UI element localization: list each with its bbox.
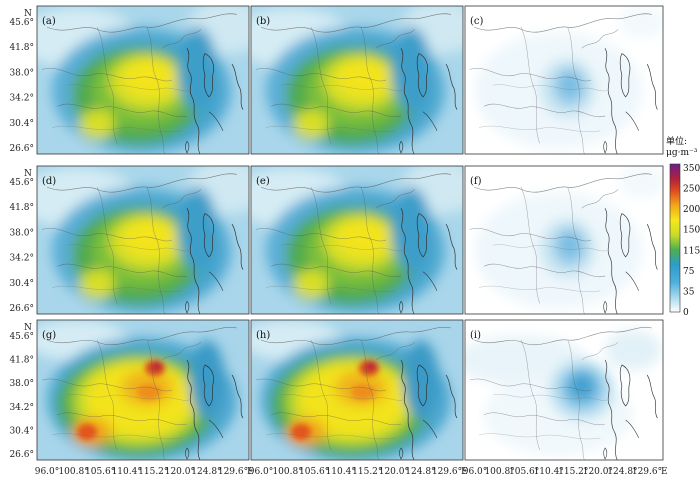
latitude-tick-label: 34.2° bbox=[9, 403, 34, 413]
longitude-tick-label: 96.0° bbox=[249, 467, 274, 477]
latitude-tick-label: 45.6° bbox=[9, 18, 34, 28]
longitude-tick-label: 110.4° bbox=[326, 467, 356, 477]
latitude-tick-label: 30.4° bbox=[9, 279, 34, 289]
longitude-tick-label: 124.8° bbox=[405, 467, 435, 477]
east-label: E bbox=[247, 467, 254, 477]
longitude-tick-label: 129.6° bbox=[218, 467, 248, 477]
panel-label: (b) bbox=[256, 16, 270, 27]
latitude-tick-label: 41.8° bbox=[9, 43, 34, 53]
panel-label: (g) bbox=[42, 330, 56, 341]
longitude-tick-label: 124.8° bbox=[607, 467, 637, 477]
colorbar-tick-label: 115 bbox=[683, 246, 700, 256]
longitude-tick-label: 110.4° bbox=[112, 467, 142, 477]
latitude-tick-label: 45.6° bbox=[9, 178, 34, 188]
longitude-tick-label: 120.0° bbox=[165, 467, 195, 477]
panel-g bbox=[36, 319, 250, 461]
latitude-tick-label: 30.4° bbox=[9, 426, 34, 436]
latitude-tick-label: 26.6° bbox=[9, 450, 34, 460]
latitude-labels: 45.6° 41.8° 38.0° 34.2° 30.4° 26.6° 45.6° 41.8°… bbox=[9, 18, 34, 460]
north-label-row3: N bbox=[24, 323, 32, 333]
colorbar-ramp bbox=[669, 163, 681, 313]
colorbar-tick-label: 75 bbox=[683, 267, 695, 277]
longitude-tick-label: 96.0° bbox=[35, 467, 60, 477]
panel-label: (a) bbox=[42, 16, 56, 27]
colorbar-tick-label: 250 bbox=[683, 185, 700, 195]
panel-b bbox=[250, 5, 464, 155]
panel-a bbox=[36, 5, 250, 155]
longitude-tick-label: 115.2° bbox=[138, 467, 168, 477]
east-label: E bbox=[661, 467, 668, 477]
colorbar-title: 单位: bbox=[666, 135, 687, 147]
colorbar-tick-label: 200 bbox=[683, 205, 700, 215]
colorbar-tick-label: 350 bbox=[683, 164, 700, 174]
latitude-tick-label: 34.2° bbox=[9, 94, 34, 104]
panel-label: (h) bbox=[256, 330, 270, 341]
north-label-row1: N bbox=[24, 9, 32, 19]
longitude-tick-label: 120.0° bbox=[583, 467, 613, 477]
longitude-tick-label: 100.8° bbox=[484, 467, 514, 477]
panel-e bbox=[250, 165, 464, 315]
longitude-labels: 96.0° 100.8°105.6°110.4°115.2°120.0°124.8… bbox=[35, 467, 668, 477]
panel-labels: (a) (b) (c) (d) (e) (f) (g) (h) (i) bbox=[42, 16, 484, 341]
colorbar-unit: μg·m⁻³ bbox=[666, 148, 698, 158]
latitude-tick-label: 34.2° bbox=[9, 254, 34, 264]
panel-f bbox=[464, 165, 664, 315]
panel-c bbox=[464, 5, 664, 155]
longitude-tick-label: 105.6° bbox=[85, 467, 115, 477]
longitude-tick-label: 124.8° bbox=[191, 467, 221, 477]
longitude-tick-label: 120.0° bbox=[379, 467, 409, 477]
latitude-tick-label: 41.8° bbox=[9, 356, 34, 366]
panel-label: (i) bbox=[470, 330, 481, 341]
north-label-row2: N bbox=[24, 169, 32, 179]
colorbar-tick-label: 0 bbox=[683, 308, 689, 318]
longitude-tick-label: 115.2° bbox=[558, 467, 588, 477]
longitude-tick-label: 129.6° bbox=[432, 467, 462, 477]
latitude-tick-label: 38.0° bbox=[9, 379, 34, 389]
panel-d bbox=[36, 165, 250, 315]
longitude-tick-label: 110.4° bbox=[534, 467, 564, 477]
colorbar-tick-label: 150 bbox=[683, 226, 700, 236]
longitude-tick-label: 115.2° bbox=[352, 467, 382, 477]
latitude-tick-label: 38.0° bbox=[9, 68, 34, 78]
longitude-tick-label: 105.6° bbox=[509, 467, 539, 477]
latitude-tick-label: 45.6° bbox=[9, 332, 34, 342]
panel-i bbox=[464, 319, 664, 461]
longitude-tick-label: 96.0° bbox=[463, 467, 488, 477]
longitude-tick-label: 129.6° bbox=[632, 467, 662, 477]
panel-label: (e) bbox=[256, 176, 270, 187]
panel-label: (c) bbox=[470, 16, 484, 27]
longitude-tick-label: 100.8° bbox=[272, 467, 302, 477]
latitude-tick-label: 26.6° bbox=[9, 304, 34, 314]
colorbar-tick-label: 35 bbox=[683, 287, 695, 297]
panel-label: (d) bbox=[42, 176, 56, 187]
latitude-tick-label: 30.4° bbox=[9, 119, 34, 129]
east-label: E bbox=[461, 467, 468, 477]
panel-h bbox=[250, 319, 464, 461]
latitude-tick-label: 41.8° bbox=[9, 203, 34, 213]
longitude-tick-label: 100.8° bbox=[58, 467, 88, 477]
latitude-tick-label: 26.6° bbox=[9, 144, 34, 154]
panel-label: (f) bbox=[470, 176, 482, 187]
longitude-tick-label: 105.6° bbox=[299, 467, 329, 477]
latitude-tick-label: 38.0° bbox=[9, 228, 34, 238]
